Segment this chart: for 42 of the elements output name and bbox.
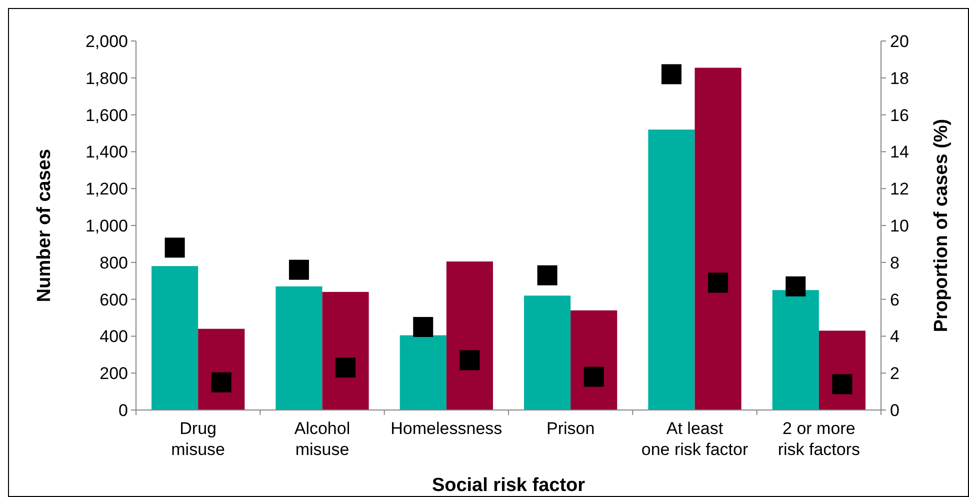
y2-axis-title: Proportion of cases (%) bbox=[931, 118, 952, 332]
bar bbox=[524, 296, 571, 410]
bar bbox=[198, 328, 245, 410]
x-tick-label: Prison bbox=[546, 419, 595, 438]
bar bbox=[772, 290, 819, 410]
y2-tick-label: 14 bbox=[890, 142, 909, 162]
y-tick-label: 1,600 bbox=[85, 106, 128, 125]
y-tick-label: 1,200 bbox=[85, 180, 128, 199]
y2-tick-label: 18 bbox=[890, 68, 909, 88]
y2-tick-label: 8 bbox=[890, 253, 900, 272]
y2-tick-label: 12 bbox=[890, 180, 909, 199]
y-tick-label: 600 bbox=[100, 290, 128, 310]
y2-tick-label: 0 bbox=[890, 400, 900, 420]
bar bbox=[322, 292, 369, 410]
bar bbox=[694, 68, 742, 410]
y-tick-label: 200 bbox=[100, 364, 128, 384]
y2-tick-label: 6 bbox=[890, 290, 900, 310]
bar bbox=[152, 266, 198, 410]
y-tick-label: 1,400 bbox=[85, 142, 128, 162]
bar bbox=[400, 335, 446, 410]
y-tick-label: 0 bbox=[118, 400, 128, 420]
x-axis-title: Social risk factor bbox=[432, 475, 586, 496]
y-tick-label: 400 bbox=[100, 327, 128, 346]
y2-tick-label: 10 bbox=[890, 216, 909, 236]
bar bbox=[276, 286, 322, 410]
x-tick-label: Homelessness bbox=[390, 419, 502, 438]
y2-tick-label: 16 bbox=[890, 106, 909, 125]
x-tick-label: Drug misuse bbox=[171, 419, 226, 459]
y-tick-label: 800 bbox=[100, 253, 128, 272]
bar bbox=[570, 310, 618, 410]
y-tick-label: 2,000 bbox=[85, 32, 128, 51]
y2-tick-label: 20 bbox=[890, 32, 909, 51]
y-tick-label: 1,800 bbox=[85, 68, 128, 88]
y2-tick-label: 4 bbox=[890, 327, 900, 346]
y2-tick-label: 2 bbox=[890, 364, 900, 384]
bar bbox=[648, 130, 695, 410]
x-tick-label: At least one risk factor bbox=[641, 419, 748, 459]
x-tick-label: Alcohol misuse bbox=[294, 419, 350, 459]
y-tick-label: 1,000 bbox=[85, 216, 128, 236]
bar bbox=[446, 261, 493, 410]
x-tick-label: 2 or more risk factors bbox=[778, 419, 860, 459]
y-axis-title: Number of cases bbox=[34, 148, 55, 302]
